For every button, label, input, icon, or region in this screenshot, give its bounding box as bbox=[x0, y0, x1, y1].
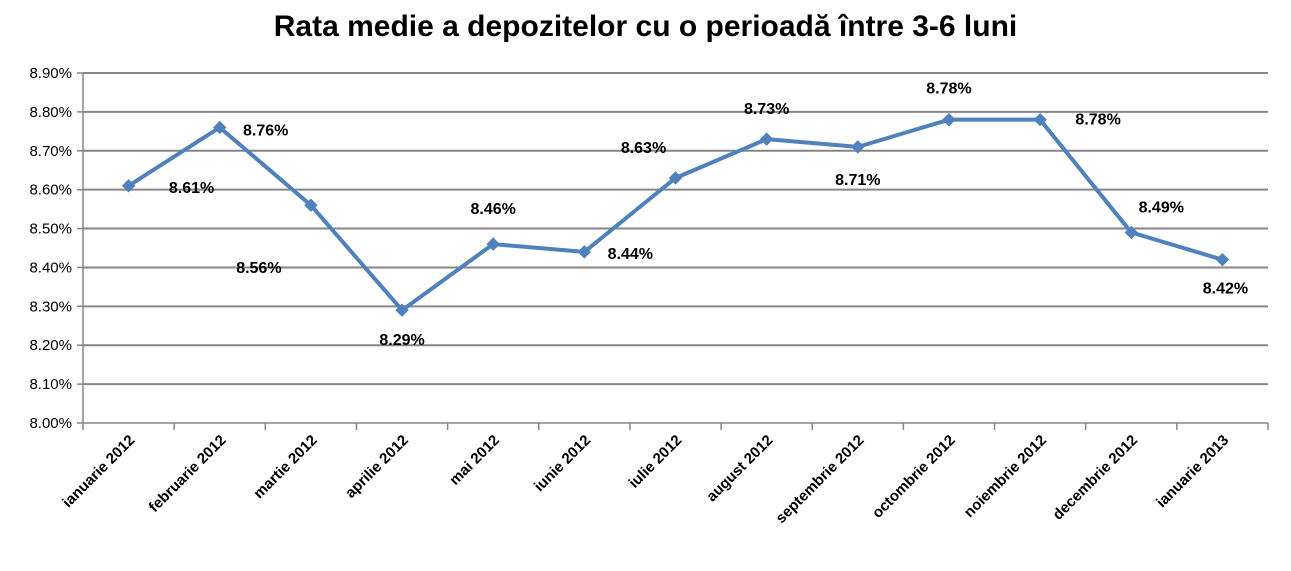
data-point bbox=[1124, 225, 1138, 240]
x-tick-label: decembrie 2012 bbox=[1049, 432, 1141, 524]
x-tick-label: iulie 2012 bbox=[626, 432, 686, 492]
y-tick-label: 8.60% bbox=[29, 182, 72, 199]
chart-title: Rata medie a depozitelor cu o perioadă î… bbox=[273, 10, 1018, 43]
series-line bbox=[127, 117, 1223, 313]
x-tick-label: ianuarie 2013 bbox=[1153, 432, 1232, 511]
y-tick-label: 8.50% bbox=[29, 221, 72, 238]
data-label: 8.78% bbox=[926, 81, 971, 98]
y-tick-label: 8.70% bbox=[29, 143, 72, 160]
y-tick-label: 8.40% bbox=[29, 259, 72, 276]
data-point bbox=[851, 140, 865, 154]
data-label: 8.78% bbox=[1075, 112, 1120, 129]
data-point bbox=[304, 198, 318, 212]
x-tick-label: februarie 2012 bbox=[146, 432, 230, 516]
data-label: 8.63% bbox=[621, 140, 666, 157]
data-point bbox=[486, 237, 500, 251]
x-tick-label: ianuarie 2012 bbox=[59, 432, 138, 511]
y-tick-label: 8.00% bbox=[29, 415, 72, 432]
data-label: 8.29% bbox=[379, 332, 424, 349]
data-label: 8.42% bbox=[1203, 281, 1248, 298]
data-point bbox=[668, 171, 683, 185]
x-tick-label: martie 2012 bbox=[250, 432, 320, 502]
y-tick-label: 8.90% bbox=[29, 65, 72, 82]
data-point bbox=[577, 245, 592, 259]
data-point bbox=[1215, 252, 1230, 267]
y-tick-label: 8.30% bbox=[29, 298, 72, 315]
data-point bbox=[213, 120, 227, 135]
data-point bbox=[395, 303, 409, 317]
x-tick-label: iunie 2012 bbox=[531, 432, 594, 495]
data-label: 8.56% bbox=[236, 260, 281, 277]
x-tick-label: septembrie 2012 bbox=[772, 432, 867, 527]
data-label: 8.61% bbox=[169, 180, 214, 197]
data-label: 8.44% bbox=[608, 246, 653, 263]
y-tick-label: 8.10% bbox=[29, 376, 72, 393]
data-label: 8.76% bbox=[243, 122, 288, 139]
y-tick-label: 8.80% bbox=[29, 104, 72, 121]
x-tick-label: octombrie 2012 bbox=[869, 432, 959, 522]
data-label: 8.46% bbox=[471, 201, 516, 218]
data-point bbox=[121, 179, 136, 193]
x-tick-label: aprilie 2012 bbox=[342, 432, 412, 502]
data-label: 8.71% bbox=[835, 172, 880, 189]
data-label: 8.49% bbox=[1139, 199, 1184, 216]
x-tick-label: august 2012 bbox=[703, 432, 776, 505]
data-point bbox=[1033, 112, 1047, 127]
data-point bbox=[759, 132, 774, 146]
data-point bbox=[942, 112, 956, 127]
x-tick-label: mai 2012 bbox=[446, 432, 503, 489]
data-label: 8.73% bbox=[744, 101, 789, 118]
x-tick-label: noiembrie 2012 bbox=[961, 432, 1050, 521]
y-tick-label: 8.20% bbox=[29, 337, 72, 354]
